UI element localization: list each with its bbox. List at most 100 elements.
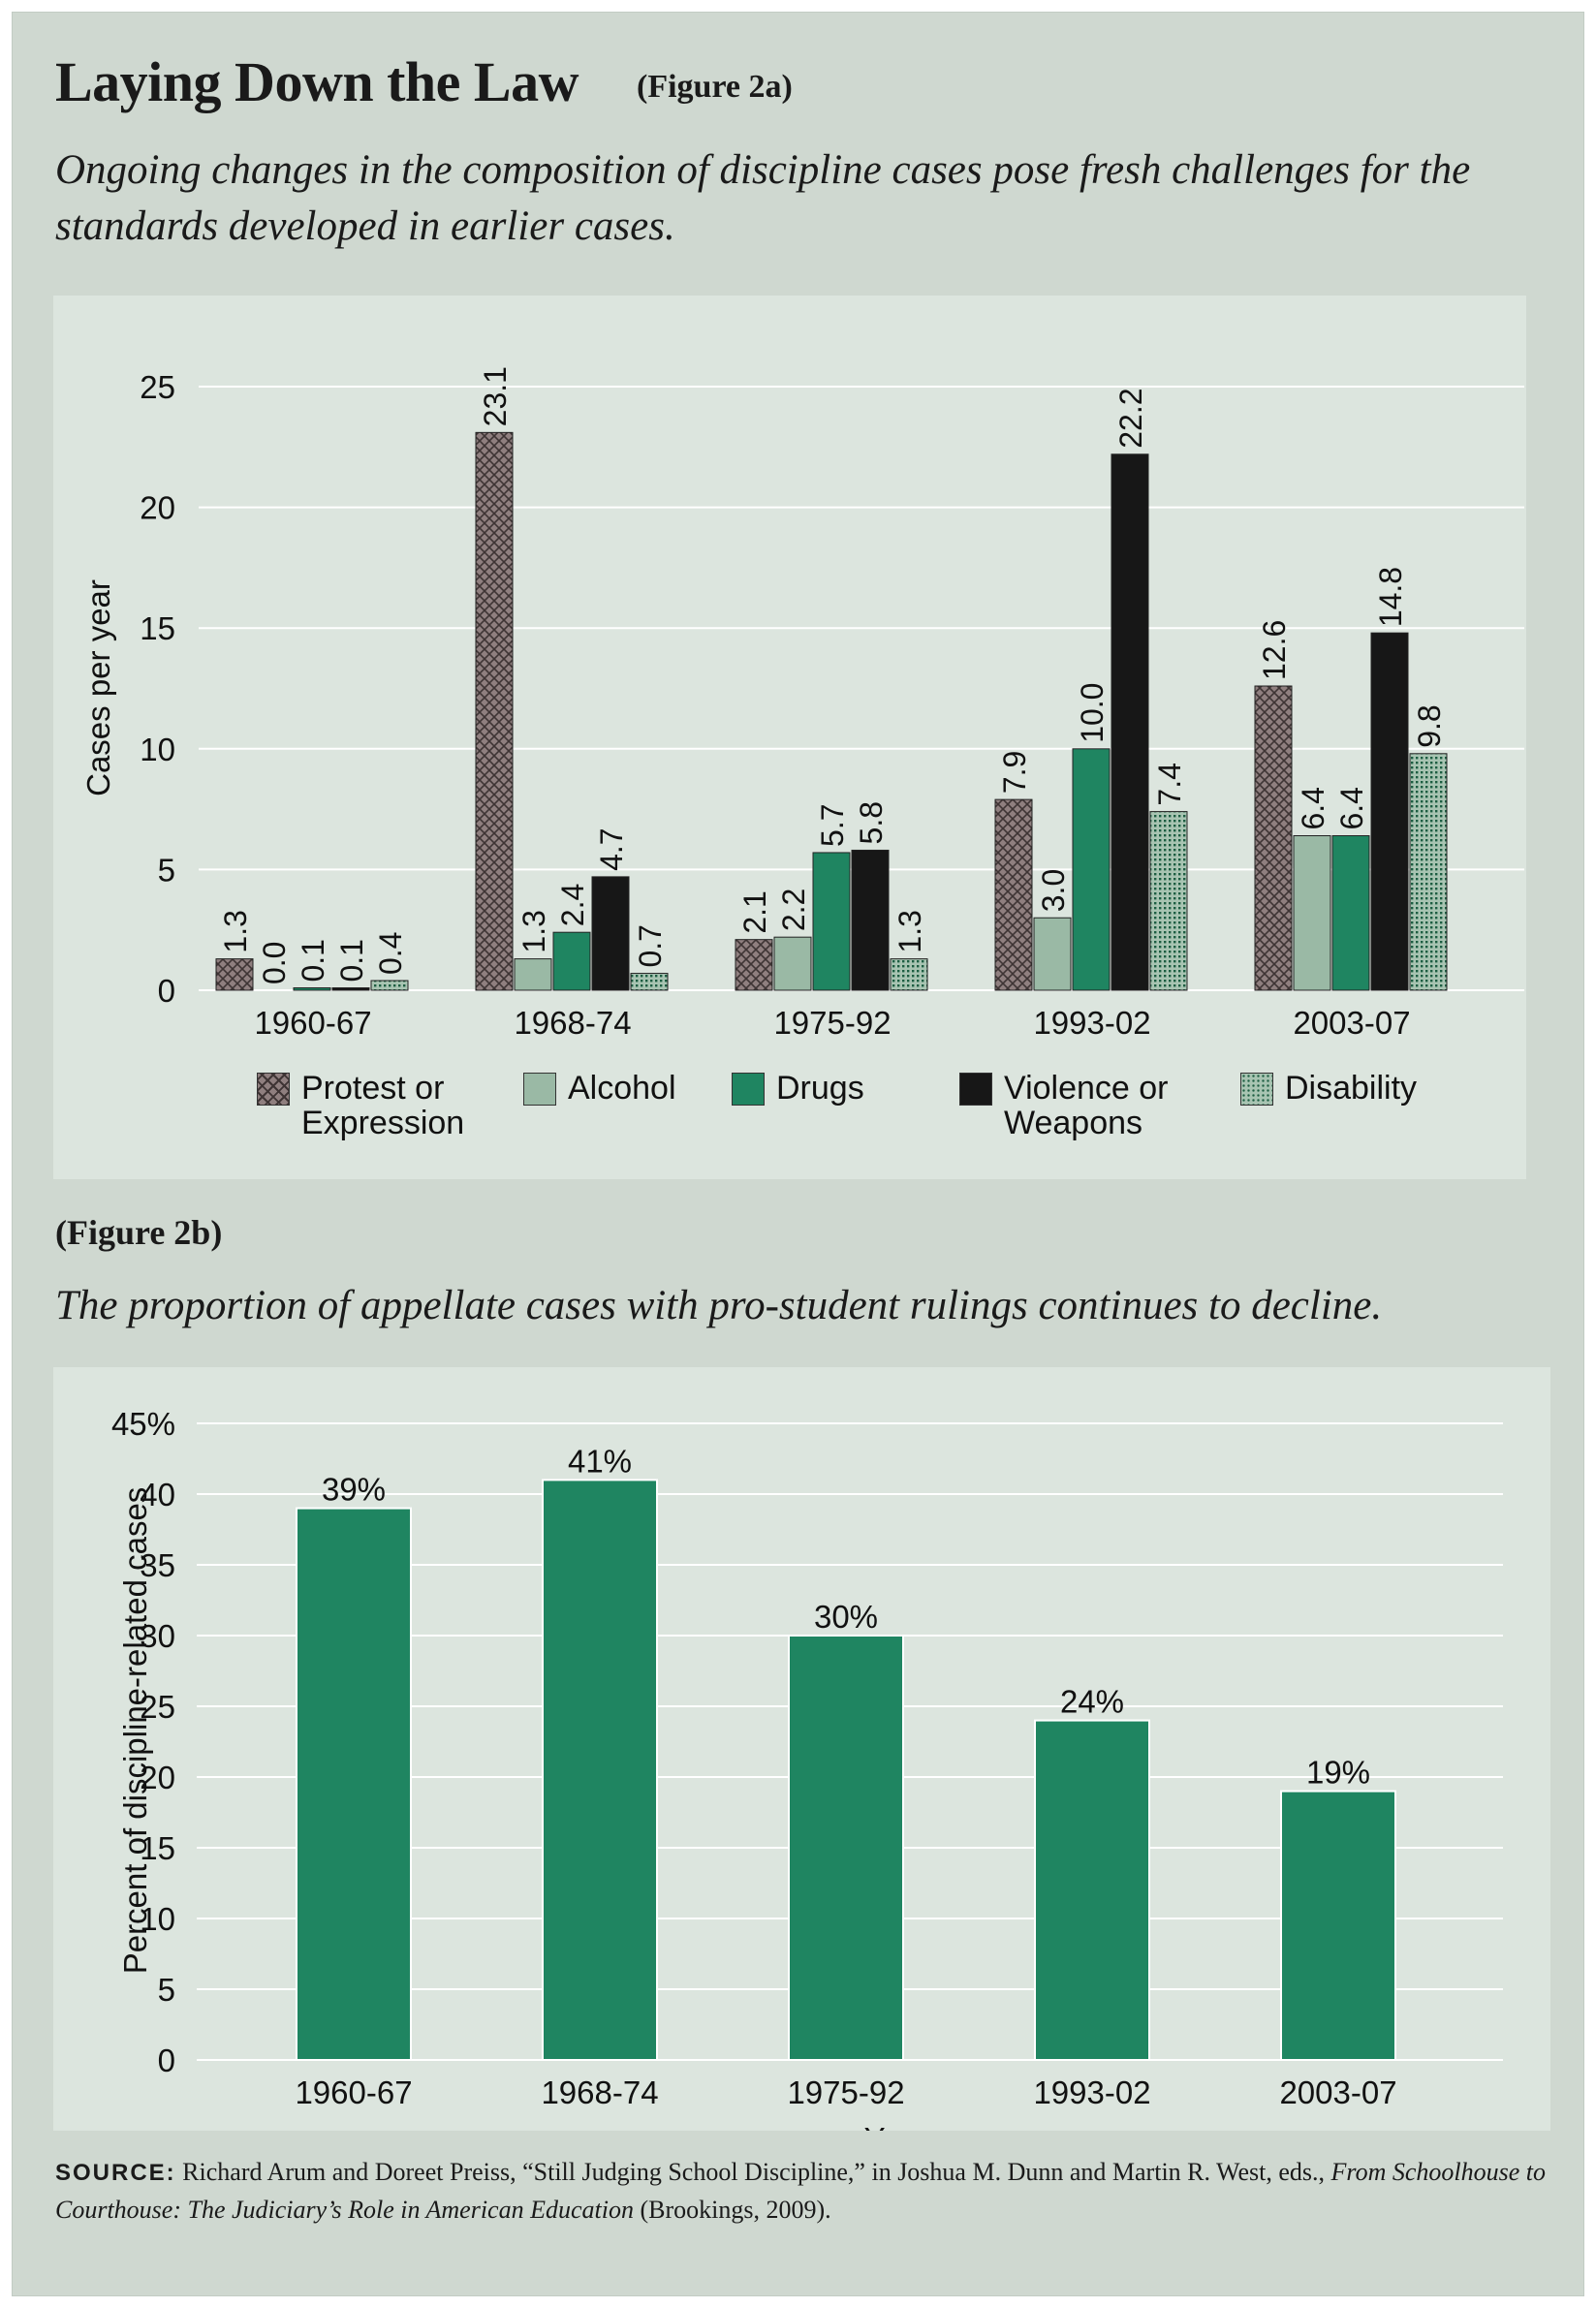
bar [1033, 917, 1072, 991]
bar [994, 798, 1033, 991]
x-tick-label: 1960-67 [254, 1005, 371, 1041]
data-label: 1.3 [218, 910, 253, 952]
data-label: 41% [568, 1443, 632, 1479]
figure-2b-subtitle: The proportion of appellate cases with p… [55, 1283, 1383, 1328]
legend-label: Protest or Expression [301, 1071, 505, 1140]
legend-label: Alcohol [568, 1071, 771, 1106]
bar [552, 931, 591, 991]
data-label: 6.4 [1334, 787, 1369, 829]
data-label: 19% [1306, 1755, 1370, 1791]
legend-label-line: Drugs [776, 1070, 864, 1107]
legend-label-line: Weapons [1004, 1105, 1143, 1141]
data-label: 0.1 [334, 939, 369, 982]
bar [215, 958, 254, 991]
legend-swatch [732, 1073, 765, 1106]
data-label: 0.0 [257, 942, 292, 984]
y-tick-label: 20 [140, 1760, 175, 1795]
data-label: 14.8 [1373, 567, 1408, 627]
bar [475, 431, 514, 991]
bar [296, 1507, 412, 2062]
legend-label: Disability [1285, 1071, 1488, 1106]
y-tick-label: 25 [140, 369, 175, 405]
x-tick-label: 1975-92 [787, 2074, 904, 2110]
data-label: 23.1 [478, 366, 513, 426]
figure-2b-chart: 0 5 10 15 20 25 30 35 40 45% Percent of discipline… [111, 1406, 1503, 2131]
x-tick-label: 1968-74 [514, 1005, 631, 1041]
data-label: 12.6 [1257, 620, 1292, 680]
y-tick-label: 45% [111, 1406, 175, 1442]
legend-item: Protest or Expression [257, 1071, 505, 1140]
y-tick-label: 40 [140, 1477, 175, 1513]
figure-2b-label: (Figure 2b) [55, 1213, 223, 1252]
bar [890, 958, 928, 991]
data-label: 2.4 [555, 884, 590, 926]
y-tick-label: 30 [140, 1618, 175, 1654]
bar [514, 958, 552, 991]
legend-label-line: Expression [301, 1105, 465, 1141]
legend-label-line: Protest or [301, 1070, 445, 1107]
x-tick-label: 1960-67 [295, 2074, 412, 2110]
x-tick-label: 1968-74 [541, 2074, 658, 2110]
bar [1034, 1719, 1150, 2061]
bar [1370, 632, 1409, 991]
data-label: 22.2 [1113, 388, 1148, 448]
page-title: Laying Down the Law [55, 50, 579, 113]
y-tick-label: 25 [140, 1689, 175, 1725]
y-tick-label: 5 [158, 1972, 175, 2008]
y-tick-label: 20 [140, 490, 175, 526]
bar [542, 1479, 658, 2061]
legend-swatch [959, 1073, 992, 1106]
data-label: 5.7 [815, 803, 850, 846]
y-tick-label: 35 [140, 1547, 175, 1583]
data-label: 9.8 [1412, 704, 1447, 747]
bar [1293, 835, 1331, 991]
source-book-title: From Schoolhouse to Courthouse: The Judi… [55, 2158, 1547, 2224]
source-text-end: (Brookings, 2009). [633, 2196, 831, 2224]
data-label: 5.8 [854, 801, 889, 844]
legend-item: Violence or Weapons [959, 1071, 1207, 1140]
data-label: 4.7 [594, 827, 629, 870]
x-tick-label: 1975-92 [773, 1005, 891, 1041]
bar [370, 980, 409, 991]
data-label: 0.4 [373, 932, 408, 975]
x-tick-label: 1993-02 [1033, 2074, 1150, 2110]
figure-2a-label: (Figure 2a) [637, 69, 793, 105]
y-axis-title: Cases per year [80, 579, 116, 796]
data-label: 39% [322, 1472, 386, 1508]
y-tick-label: 10 [140, 732, 175, 767]
source-text: Richard Arum and Doreet Preiss, “Still J… [175, 2158, 1331, 2186]
data-label: 0.1 [296, 939, 330, 982]
x-tick-label: 1993-02 [1033, 1005, 1150, 1041]
y-tick-label: 5 [158, 852, 175, 888]
source-label: SOURCE: [55, 2160, 176, 2186]
data-label: 2.1 [737, 890, 772, 933]
y-tick-label: 15 [140, 610, 175, 646]
bar [1409, 753, 1448, 991]
bar [1280, 1790, 1396, 2061]
bar [788, 1635, 904, 2061]
y-axis-title: Percent of discipline-related cases [117, 1487, 153, 1975]
data-label: 2.2 [776, 889, 811, 931]
bar [1072, 748, 1111, 991]
bar [591, 876, 630, 991]
legend-label-line: Alcohol [568, 1070, 676, 1107]
bar [293, 987, 331, 991]
bar [773, 936, 812, 991]
bar [630, 973, 669, 991]
y-tick-label: 10 [140, 1901, 175, 1937]
figure-2b-panel: 0 5 10 15 20 25 30 35 40 45% Percent of discipline… [53, 1367, 1550, 2131]
bar [851, 849, 890, 991]
data-label: 1.3 [892, 910, 927, 952]
legend-label-line: Violence or [1004, 1070, 1169, 1107]
legend-item: Disability [1240, 1071, 1488, 1106]
data-label: 7.9 [997, 751, 1032, 794]
figure-2a-subtitle: Ongoing changes in the composition of di… [55, 147, 1471, 249]
y-tick-label: 0 [158, 973, 175, 1009]
y-tick-label: 0 [158, 2043, 175, 2078]
y-tick-label: 15 [140, 1830, 175, 1866]
legend-swatch [523, 1073, 556, 1106]
data-label: 30% [814, 1599, 878, 1635]
source-note: SOURCE: Richard Arum and Doreet Preiss, … [55, 2154, 1567, 2229]
data-label: 6.4 [1296, 787, 1330, 829]
